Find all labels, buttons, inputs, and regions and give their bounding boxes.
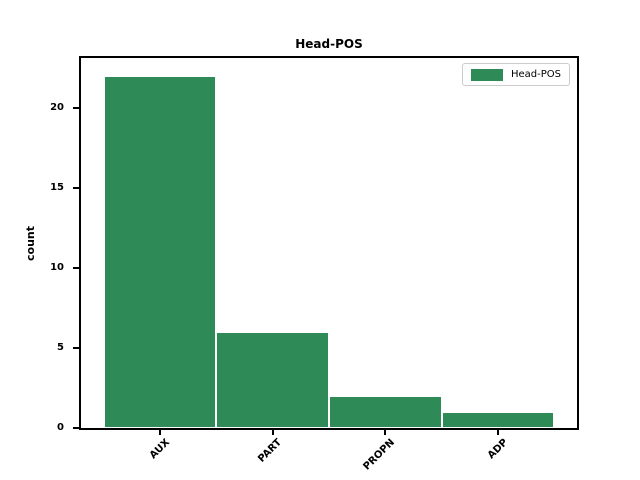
bar-part (216, 331, 329, 428)
x-tick-label-adp: ADP (485, 437, 510, 462)
y-tick (73, 427, 79, 429)
y-tick-label-0: 0 (57, 422, 64, 433)
y-tick (73, 106, 79, 109)
y-tick (73, 266, 79, 269)
x-tick-label-aux: AUX (147, 437, 172, 462)
x-tick (271, 430, 274, 435)
y-tick-label-15: 15 (50, 181, 64, 193)
y-tick-label-20: 20 (50, 101, 64, 113)
y-tick (73, 186, 79, 189)
y-tick-label-10: 10 (50, 261, 64, 273)
x-tick (497, 430, 500, 435)
bar-propn (329, 395, 442, 428)
plot-area (79, 56, 579, 430)
x-tick-label-propn: PROPN (361, 437, 398, 473)
chart-title: Head-POS (295, 37, 363, 51)
bar-aux (103, 75, 217, 428)
y-tick-label-5: 5 (57, 341, 64, 353)
legend: Head-POS (461, 63, 570, 86)
legend-label: Head-POS (510, 69, 561, 80)
x-tick (384, 430, 387, 435)
legend-swatch (470, 68, 503, 81)
y-tick (73, 346, 79, 349)
bar-adp (441, 411, 555, 428)
x-tick-label-part: PART (256, 437, 285, 465)
y-axis-label: count (23, 225, 37, 261)
x-tick (158, 430, 161, 435)
bars-container (81, 58, 577, 428)
